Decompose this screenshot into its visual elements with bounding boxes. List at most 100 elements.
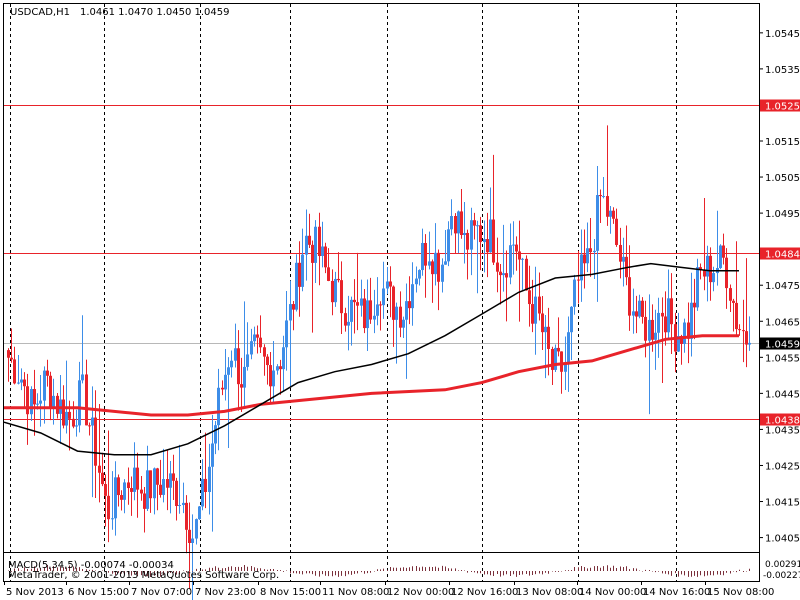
- candle-bull: [609, 210, 612, 217]
- candle-bull: [447, 229, 450, 262]
- candle-bull: [677, 336, 680, 352]
- candle-bull: [162, 479, 165, 495]
- symbol-label: USDCAD,H1: [10, 7, 70, 18]
- y-tick-label: 1.0515: [765, 137, 800, 148]
- candle-bear: [279, 366, 282, 370]
- candle-bull: [596, 195, 599, 251]
- level-price-label: 1.0438: [765, 416, 800, 427]
- candle-bull: [457, 211, 460, 234]
- candle-bear: [356, 302, 359, 306]
- candle-bull: [20, 379, 23, 383]
- candle-bull: [638, 300, 641, 317]
- candle-bull: [230, 360, 233, 368]
- candle-bull: [622, 256, 625, 262]
- y-tick-label: 1.0435: [765, 425, 800, 436]
- candle-bull: [246, 354, 249, 367]
- candle-bear: [644, 316, 647, 341]
- candle-bull: [667, 298, 670, 333]
- candle-bear: [62, 399, 65, 426]
- candle-bull: [602, 196, 605, 198]
- candle-bear: [318, 226, 321, 257]
- candle-bull: [201, 478, 204, 507]
- candle-bull: [111, 518, 114, 520]
- candle-bear: [729, 288, 732, 301]
- candle-bull: [43, 370, 46, 401]
- candle-bear: [292, 304, 295, 310]
- candle-bear: [172, 473, 175, 481]
- candle-bear: [454, 216, 457, 234]
- level-price-tag: [760, 99, 800, 112]
- candle-bull: [208, 466, 211, 493]
- x-tick-label: 12 Nov 16:00: [451, 587, 518, 598]
- candle-bull: [81, 374, 84, 381]
- x-tick-label: 11 Nov 08:00: [322, 587, 389, 598]
- candle-bull: [386, 281, 389, 289]
- candle-bull: [305, 235, 308, 255]
- candle-bull: [648, 319, 651, 341]
- candle-bull: [153, 468, 156, 499]
- candle-bear: [72, 418, 75, 427]
- candle-bear: [13, 359, 16, 384]
- candle-bear: [331, 280, 334, 303]
- candle-bull: [114, 477, 117, 519]
- candle-bear: [298, 262, 301, 287]
- candle-bear: [94, 417, 97, 466]
- candle-bear: [664, 316, 667, 333]
- candle-bull: [250, 341, 253, 355]
- candle-bear: [699, 267, 702, 270]
- candle-bear: [473, 220, 476, 226]
- candle-bear: [479, 225, 482, 243]
- candle-bear: [722, 245, 725, 258]
- candle-bull: [564, 362, 567, 372]
- candle-bear: [725, 257, 728, 289]
- candle-bull: [463, 232, 466, 236]
- candle-bear: [399, 306, 402, 328]
- candle-bull: [712, 273, 715, 283]
- candle-bull: [133, 467, 136, 492]
- candle-bear: [7, 350, 10, 358]
- candle-bull: [719, 245, 722, 269]
- candle-bear: [10, 357, 13, 360]
- candle-bear: [599, 195, 602, 197]
- candle-bear: [166, 479, 169, 488]
- macd-label: MACD(5,34,5) -0.00074 -0.00034: [8, 560, 174, 571]
- candle-bull: [683, 322, 686, 344]
- candle-bull: [382, 288, 385, 306]
- x-tick-label: 14 Nov 00:00: [579, 587, 646, 598]
- candle-bear: [107, 495, 110, 520]
- candle-bear: [120, 495, 123, 500]
- candle-bear: [531, 304, 534, 324]
- y-tick-label: 1.0415: [765, 498, 800, 509]
- candle-bear: [606, 196, 609, 217]
- moving-average-fast: [3, 262, 739, 456]
- candle-bear: [101, 472, 104, 485]
- candle-bull: [470, 220, 473, 250]
- candle-bull: [690, 302, 693, 339]
- candle-bull: [748, 342, 751, 345]
- candle-bull: [276, 366, 279, 371]
- macd-tick-label: 0.00291: [765, 560, 800, 570]
- level-price-tag: [760, 413, 800, 426]
- candle-bull: [411, 284, 414, 309]
- candle-bear: [499, 271, 502, 276]
- candle-bull: [334, 278, 337, 303]
- level-price-tag: [760, 247, 800, 260]
- candle-bull: [17, 382, 20, 384]
- candle-bear: [369, 300, 372, 320]
- x-tick-label: 15 Nov 08:00: [707, 587, 774, 598]
- y-tick-label: 1.0465: [765, 317, 800, 328]
- candle-bear: [311, 244, 314, 263]
- candle-bull: [395, 306, 398, 320]
- candle-bull: [211, 443, 214, 467]
- candle-bear: [687, 322, 690, 339]
- candle-bear: [693, 302, 696, 308]
- candle-bull: [544, 326, 547, 333]
- candle-bull: [405, 301, 408, 320]
- candle-bull: [402, 319, 405, 328]
- candle-bull: [415, 278, 418, 285]
- candle-bear: [98, 465, 101, 473]
- candle-bear: [703, 269, 706, 277]
- candle-bear: [651, 319, 654, 340]
- candle-bull: [366, 300, 369, 329]
- candle-bull: [169, 473, 172, 488]
